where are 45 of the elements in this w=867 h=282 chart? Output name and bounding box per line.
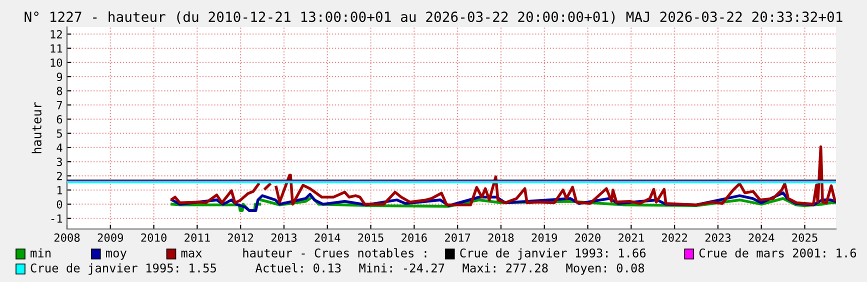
x-tick-label: 2019	[532, 233, 557, 242]
text: Moyen: 0.08	[566, 263, 644, 275]
x-tick-label: 2010	[141, 233, 166, 242]
x-tick-label: 2009	[98, 233, 124, 242]
legend-label: Crue de janvier 1993: 1.66	[460, 248, 646, 260]
x-tick-label: 2022	[662, 233, 687, 242]
y-tick-label: 7	[56, 101, 62, 110]
x-tick-label: 2021	[618, 233, 644, 242]
legend-label: max	[181, 250, 202, 258]
legend-label: Crue de janvier 1995: 1.55	[30, 263, 216, 275]
y-axis-title: hauteur	[32, 102, 42, 154]
y-tick-label: 11	[50, 44, 62, 53]
y-tick-label: -1	[51, 214, 62, 223]
y-tick-label: 12	[50, 30, 62, 38]
y-tick-label: 2	[56, 172, 62, 180]
y-tick-label: 5	[56, 129, 62, 138]
y-tick-label: 4	[56, 144, 62, 152]
y-tick-label: 1	[57, 186, 62, 194]
text: Maxi: 277.28	[462, 263, 548, 272]
x-tick-label: 2025	[792, 233, 818, 242]
x-tick-label: 2017	[445, 233, 470, 242]
chart-title: N° 1227 - hauteur (du 2010-12-21 13:00:00+01 au 2026-03-22 20:00:00+01) MAJ 2026-03-22 20:33:32+01	[24, 11, 842, 24]
x-tick-label: 2008	[54, 233, 80, 242]
x-tick-label: 2016	[402, 233, 427, 242]
y-tick-label: 8	[56, 86, 62, 96]
y-tick-label: 0	[56, 200, 62, 209]
x-tick-label: 2020	[575, 233, 600, 242]
y-tick-label: 3	[56, 158, 62, 166]
y-tick-label: 6	[56, 115, 62, 124]
x-tick-label: 2011	[184, 233, 210, 242]
legend-label: Crue de mars 2001: 1.6	[699, 248, 856, 258]
x-tick-label: 2023	[705, 233, 731, 242]
legend-label: min	[30, 248, 51, 258]
x-tick-label: 2018	[488, 233, 514, 242]
y-tick-label: 9	[56, 72, 62, 82]
legend-label: moy	[106, 250, 126, 260]
x-tick-label: 2013	[271, 233, 297, 242]
y-tick-label: 10	[50, 58, 62, 67]
x-tick-label: 2014	[314, 233, 340, 242]
x-tick-label: 2012	[228, 233, 254, 242]
text: hauteur - Crues notables :	[243, 248, 426, 258]
x-tick-label: 2024	[748, 233, 774, 242]
x-tick-label: 2015	[358, 233, 384, 242]
text: Mini: -24.27	[359, 263, 444, 272]
text: Actuel: 0.13	[255, 263, 341, 272]
